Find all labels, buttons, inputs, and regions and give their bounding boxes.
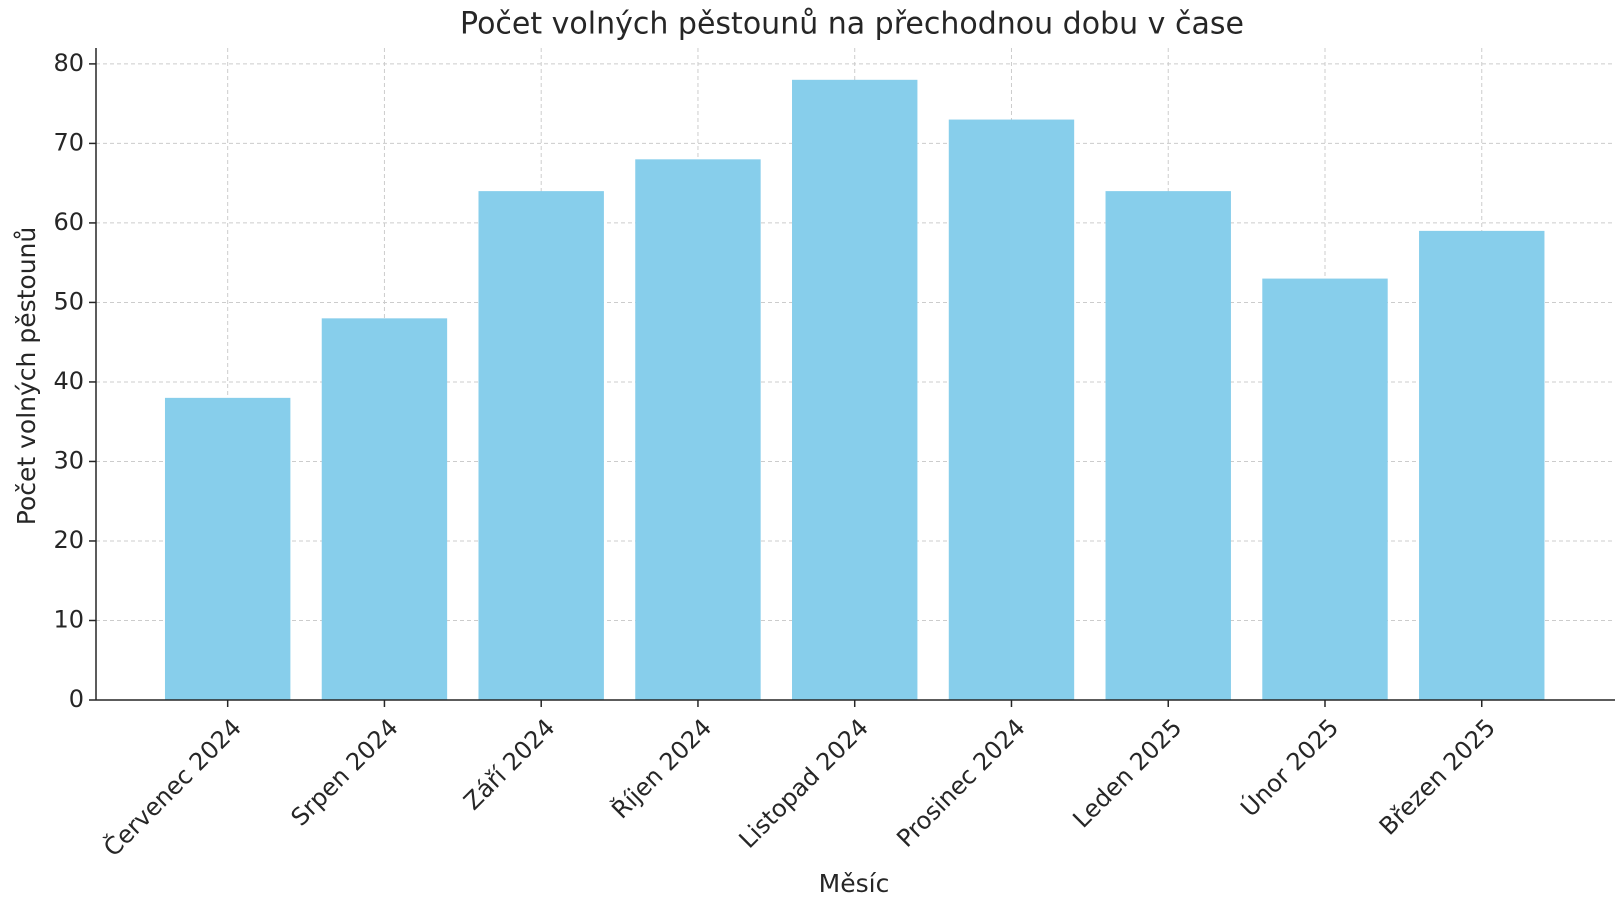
y-tick-label: 70 — [53, 128, 84, 156]
bar — [635, 159, 761, 700]
y-tick-label: 0 — [69, 685, 84, 713]
y-tick-label: 20 — [53, 526, 84, 554]
x-tick-label: Leden 2025 — [1067, 713, 1187, 833]
chart-title: Počet volných pěstounů na přechodnou dob… — [460, 7, 1244, 42]
bar — [478, 191, 604, 700]
y-tick-label: 50 — [53, 287, 84, 315]
x-tick-label: Únor 2025 — [1234, 712, 1344, 822]
bar — [1105, 191, 1231, 700]
x-tick-label: Březen 2025 — [1374, 713, 1501, 840]
bar — [1419, 230, 1545, 700]
y-tick-label: 80 — [53, 49, 84, 77]
bar — [1262, 278, 1388, 700]
x-tick-label: Listopad 2024 — [734, 713, 874, 853]
y-tick-label: 60 — [53, 208, 84, 236]
x-tick-label: Prosinec 2024 — [891, 713, 1030, 852]
x-tick-label: Srpen 2024 — [286, 713, 404, 831]
y-tick-label: 30 — [53, 446, 84, 474]
x-axis-label: Měsíc — [819, 869, 890, 897]
bar — [164, 397, 291, 700]
x-tick-label: Červenec 2024 — [97, 712, 247, 862]
bar — [321, 318, 448, 700]
bar — [948, 119, 1075, 700]
y-tick-label: 40 — [53, 367, 84, 395]
y-axis-label: Počet volných pěstounů — [12, 227, 41, 525]
x-tick-label: Říjen 2024 — [606, 713, 718, 825]
x-tick-label: Září 2024 — [458, 713, 560, 815]
bar — [792, 79, 918, 701]
y-tick-label: 10 — [53, 605, 84, 633]
